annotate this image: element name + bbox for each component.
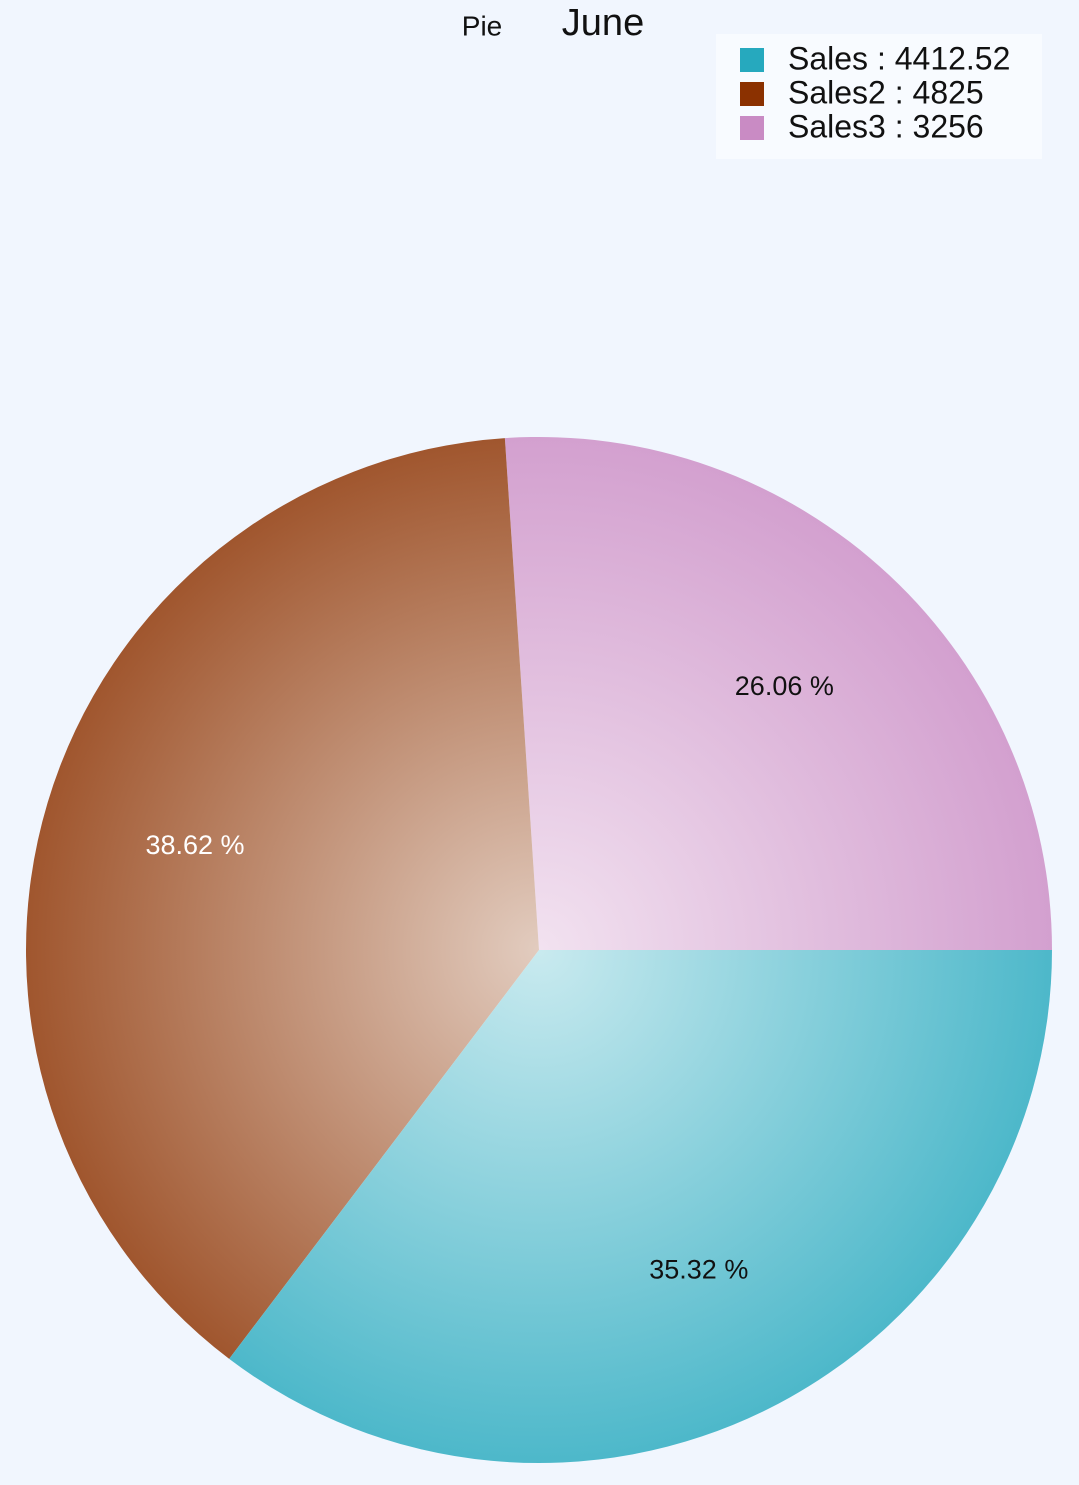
legend-label: Sales : 4412.52	[788, 40, 1010, 76]
legend-label: Sales2 : 4825	[788, 74, 984, 110]
legend-box	[716, 34, 1042, 159]
legend-swatch	[740, 48, 764, 72]
pie-slice	[229, 950, 1052, 1464]
legend-swatch	[740, 82, 764, 106]
slice-label: 38.62 %	[145, 830, 244, 860]
pie-slice	[504, 437, 1053, 950]
chart-subtitle: Pie	[462, 10, 502, 41]
slice-label: 26.06 %	[735, 671, 834, 701]
chart-title: June	[562, 2, 644, 44]
legend-swatch	[740, 116, 764, 140]
legend-label: Sales3 : 3256	[788, 108, 984, 144]
slice-label: 35.32 %	[649, 1255, 748, 1285]
pie-slice	[26, 438, 539, 1359]
